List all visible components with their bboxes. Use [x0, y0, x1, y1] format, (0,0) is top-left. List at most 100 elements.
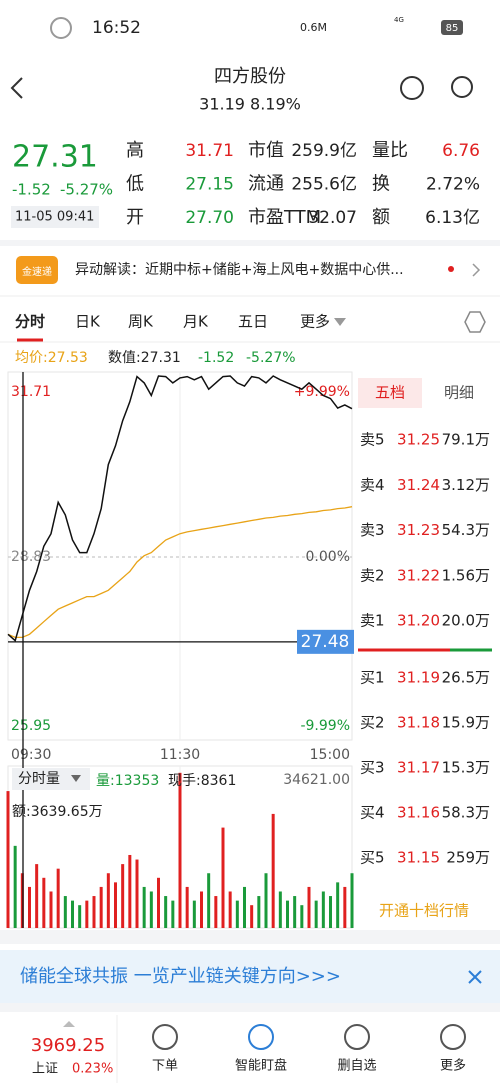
book-label: 卖4 — [360, 476, 385, 494]
stat-label: 低 — [126, 174, 144, 195]
banner-close[interactable] — [468, 970, 482, 984]
volume-bar — [286, 900, 289, 928]
battery-level: 85 — [446, 23, 459, 34]
volume-bar — [250, 905, 254, 928]
stat-label: 开 — [126, 207, 144, 228]
volume-bar — [350, 873, 354, 928]
book-tab[interactable]: 明细 — [444, 384, 474, 402]
nav-item[interactable]: 智能盯盘 — [235, 1058, 287, 1074]
search-button[interactable] — [451, 76, 473, 98]
change-pct: -5.27% — [60, 181, 113, 199]
news-dot — [448, 266, 454, 272]
tab[interactable]: 日K — [75, 313, 101, 331]
index-name: 上证 — [32, 1062, 58, 1077]
amount: 额:3639.65万 — [12, 804, 103, 820]
volume-bar — [314, 900, 318, 928]
divider — [0, 240, 500, 246]
cursor-label-bg — [297, 629, 354, 654]
news-badge — [16, 256, 58, 284]
volume: 量:13353 — [96, 773, 159, 789]
time-box — [11, 206, 99, 228]
tab[interactable]: 周K — [128, 313, 154, 331]
book-label: 买1 — [360, 669, 385, 687]
volume-bar — [214, 896, 218, 928]
volume-selector[interactable]: 分时量 — [18, 771, 60, 787]
nav-item[interactable]: 删自选 — [337, 1059, 376, 1074]
current-hand: 现手:8361 — [168, 773, 236, 789]
book-price: 31.23 — [397, 521, 440, 539]
volume-bar — [307, 886, 311, 928]
volume-bar — [28, 886, 31, 928]
volume-bar — [228, 891, 232, 928]
book-volume: 54.3万 — [442, 521, 490, 539]
volume-bar — [300, 905, 304, 928]
book-label: 买5 — [360, 849, 385, 867]
stat-value: 6.13亿 — [425, 208, 480, 228]
tab[interactable]: 分时 — [15, 313, 45, 331]
volume-bar — [78, 905, 82, 928]
service-button[interactable] — [400, 76, 424, 100]
clock: 16:52 — [92, 18, 141, 38]
book-volume: 58.3万 — [442, 804, 490, 822]
volume-bar — [271, 813, 275, 928]
volume-bar — [343, 886, 347, 928]
stat-value: 31.71 — [185, 141, 234, 161]
stat-value: 27.70 — [185, 208, 234, 228]
book-volume: 259万 — [446, 849, 490, 867]
volume-bar — [49, 891, 53, 928]
volume-bar — [35, 864, 39, 928]
volume-bar — [185, 886, 189, 928]
volume-bar — [121, 864, 125, 928]
volume-bar — [164, 896, 168, 928]
stat-value: 27.15 — [185, 175, 234, 195]
volume-bar — [13, 845, 17, 928]
stat-value: 32.07 — [308, 208, 357, 228]
volume-selector-box[interactable] — [12, 768, 90, 790]
index-arrow — [63, 1021, 75, 1027]
tab[interactable]: 更多 — [300, 313, 330, 331]
nav-icon — [248, 1024, 274, 1050]
nav-item[interactable]: 下单 — [152, 1059, 178, 1074]
news-text[interactable]: 异动解读：近期中标+储能+海上风电+数据中心供... — [75, 261, 404, 278]
nav-icon — [344, 1024, 370, 1050]
volume-bar — [128, 854, 132, 928]
y2-tick-label: +9.99% — [294, 384, 350, 400]
settings-button[interactable] — [464, 311, 486, 333]
volume-bar — [6, 791, 10, 928]
volume-bar — [200, 891, 203, 928]
index-value[interactable]: 3969.25 — [31, 1035, 105, 1056]
volume-bar — [157, 877, 160, 928]
banner-text[interactable]: 储能全球共振 一览产业链关键方向>>> — [20, 966, 341, 987]
book-volume: 26.5万 — [442, 669, 490, 687]
divider — [0, 1003, 500, 1012]
volume-bar — [278, 891, 282, 928]
x-tick-label: 15:00 — [310, 747, 350, 763]
tab[interactable]: 五日 — [238, 313, 268, 331]
quote-time: 11-05 09:41 — [15, 210, 94, 225]
status-icon — [50, 17, 72, 39]
volume-bar — [149, 891, 153, 928]
volume-bar — [221, 827, 225, 928]
book-label: 买4 — [360, 804, 385, 822]
upgrade-link[interactable]: 开通十档行情 — [379, 902, 469, 920]
tab-bg — [358, 378, 422, 408]
back-button[interactable] — [10, 77, 23, 99]
volume-bar — [99, 886, 103, 928]
volume-bar — [293, 896, 297, 928]
nav-item[interactable]: 更多 — [440, 1058, 466, 1074]
book-price: 31.17 — [397, 759, 440, 777]
index-pct: 0.23% — [72, 1062, 113, 1077]
tab[interactable]: 月K — [183, 313, 209, 331]
divider — [0, 930, 500, 944]
stat-value: 2.72% — [426, 175, 480, 195]
book-price: 31.15 — [397, 849, 440, 867]
book-tab[interactable]: 五档 — [375, 384, 405, 402]
book-label: 卖3 — [360, 521, 385, 539]
news-badge-text: 金速递 — [22, 265, 52, 278]
book-label: 卖2 — [360, 566, 385, 584]
book-price: 31.20 — [397, 612, 440, 630]
book-price: 31.18 — [397, 714, 440, 732]
stat-label: 市值 — [248, 140, 284, 161]
volume-bar — [20, 873, 24, 928]
